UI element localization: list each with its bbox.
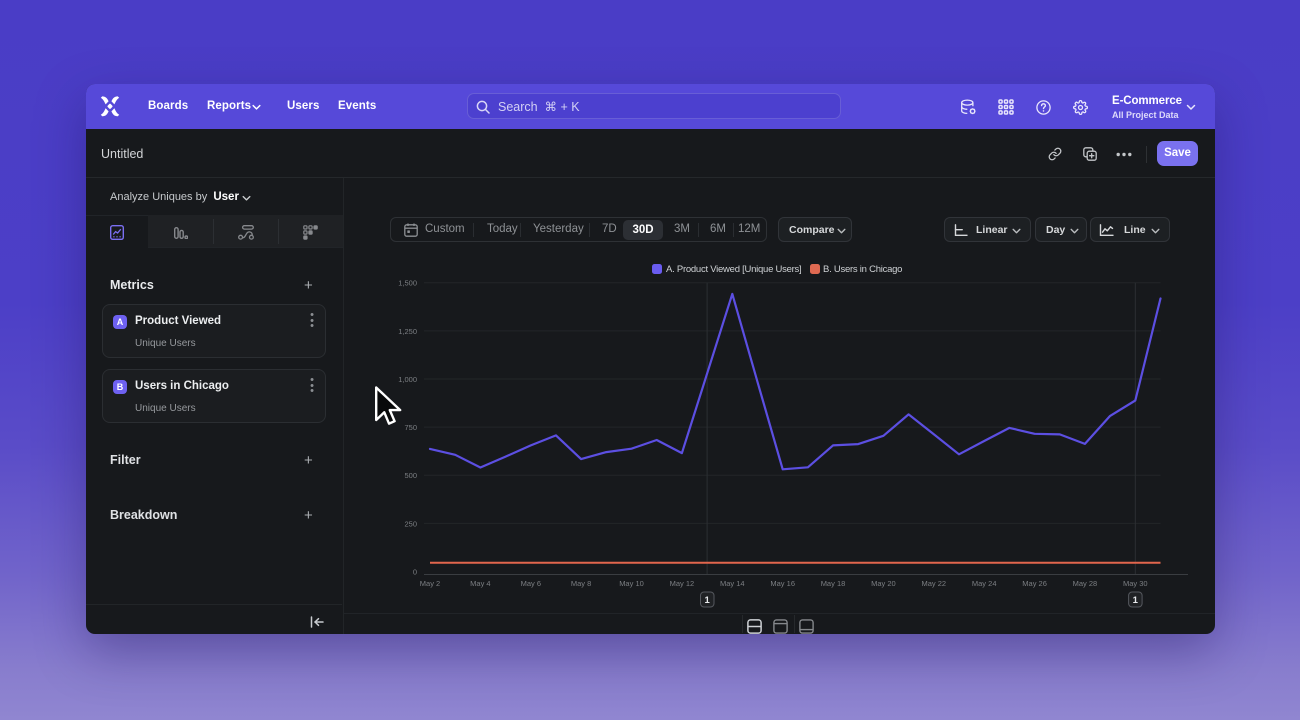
svg-text:May 26: May 26 <box>1022 579 1047 588</box>
svg-text:May 18: May 18 <box>821 579 846 588</box>
svg-text:1,500: 1,500 <box>398 279 417 288</box>
svg-text:May 20: May 20 <box>871 579 896 588</box>
svg-text:1: 1 <box>705 595 711 606</box>
svg-text:May 22: May 22 <box>921 579 946 588</box>
svg-text:500: 500 <box>404 471 417 480</box>
svg-text:May 10: May 10 <box>619 579 644 588</box>
svg-text:May 14: May 14 <box>720 579 745 588</box>
svg-text:May 8: May 8 <box>571 579 591 588</box>
svg-text:250: 250 <box>404 519 417 528</box>
svg-text:750: 750 <box>404 423 417 432</box>
svg-text:1: 1 <box>1133 595 1139 606</box>
svg-text:May 24: May 24 <box>972 579 997 588</box>
svg-text:1,250: 1,250 <box>398 327 417 336</box>
svg-text:May 6: May 6 <box>521 579 541 588</box>
svg-text:May 2: May 2 <box>420 579 440 588</box>
svg-text:May 12: May 12 <box>670 579 695 588</box>
svg-text:May 4: May 4 <box>470 579 490 588</box>
svg-text:May 30: May 30 <box>1123 579 1148 588</box>
svg-text:May 28: May 28 <box>1073 579 1098 588</box>
svg-text:1,000: 1,000 <box>398 375 417 384</box>
svg-text:May 16: May 16 <box>770 579 795 588</box>
svg-text:0: 0 <box>413 568 417 577</box>
